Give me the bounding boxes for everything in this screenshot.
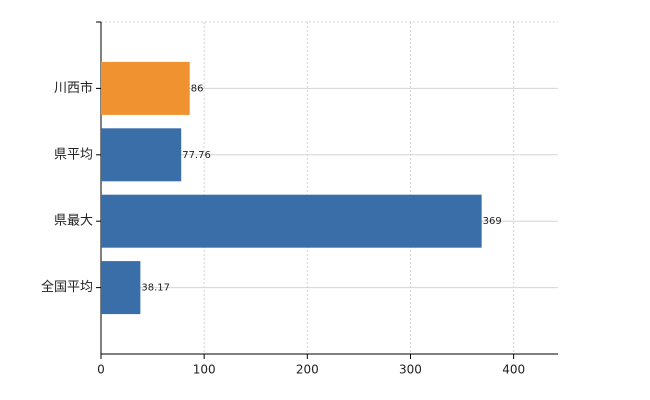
y-tick-label: 川西市 bbox=[54, 80, 93, 96]
value-label: 369 bbox=[483, 216, 502, 227]
value-label: 77.76 bbox=[182, 150, 211, 161]
bar bbox=[101, 128, 182, 182]
value-label: 86 bbox=[191, 83, 204, 94]
x-tick-label: 400 bbox=[502, 363, 525, 377]
y-tick-label: 県最大 bbox=[54, 214, 93, 229]
y-tick-label: 全国平均 bbox=[41, 279, 93, 295]
x-tick-label: 300 bbox=[399, 363, 422, 377]
x-tick-label: 100 bbox=[193, 363, 216, 377]
bar bbox=[101, 261, 141, 315]
bar bbox=[101, 61, 190, 115]
x-tick-label: 200 bbox=[296, 363, 319, 377]
y-tick-label: 県平均 bbox=[54, 147, 93, 162]
bar bbox=[101, 194, 482, 248]
value-label: 38.17 bbox=[141, 283, 170, 294]
x-tick-label: 0 bbox=[97, 363, 105, 377]
